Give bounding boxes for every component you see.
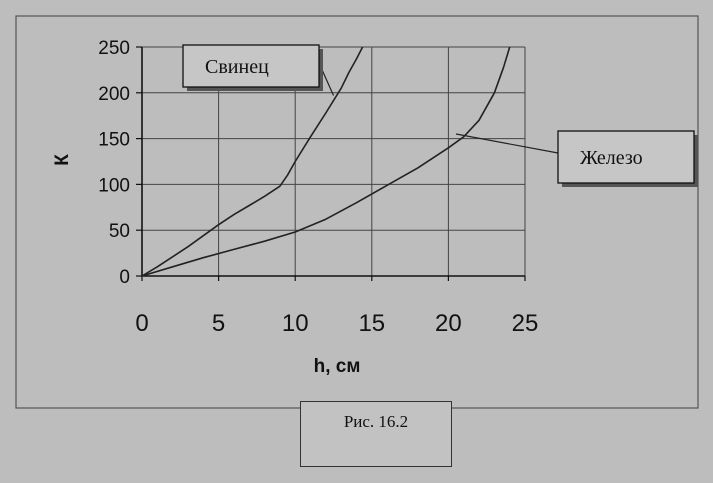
- y-tick-label: 50: [109, 221, 130, 242]
- y-tick-label: 200: [98, 84, 130, 105]
- figure-caption: Рис. 16.2: [343, 412, 409, 431]
- y-tick-label: 150: [98, 130, 130, 151]
- x-tick-label: 5: [212, 310, 225, 337]
- series: [141, 46, 511, 277]
- callout-label: Свинец: [205, 56, 269, 78]
- x-tick-label: 0: [135, 310, 148, 337]
- grid: [142, 46, 526, 276]
- chart-frame: [15, 15, 699, 409]
- x-tick-label: 15: [358, 310, 385, 337]
- y-tick-label: 100: [98, 175, 130, 196]
- series-line-iron: [141, 46, 511, 277]
- figure-caption-box: Рис. 16.2: [300, 401, 452, 467]
- x-tick-label: 10: [282, 310, 309, 337]
- callout-box: [557, 130, 695, 184]
- callouts: Свинец Железо: [182, 44, 698, 187]
- callout-label: Железо: [580, 147, 643, 169]
- callout-leader-line: [455, 133, 559, 154]
- y-tick-label: 250: [98, 38, 130, 59]
- y-tick-label: 0: [119, 267, 130, 288]
- x-tick-label: 25: [512, 310, 539, 337]
- x-axis-title: h, см: [314, 356, 361, 377]
- series-line-lead: [141, 46, 364, 277]
- y-axis-title: К: [52, 154, 73, 166]
- x-tick-label: 20: [435, 310, 462, 337]
- callout-box: [182, 44, 320, 88]
